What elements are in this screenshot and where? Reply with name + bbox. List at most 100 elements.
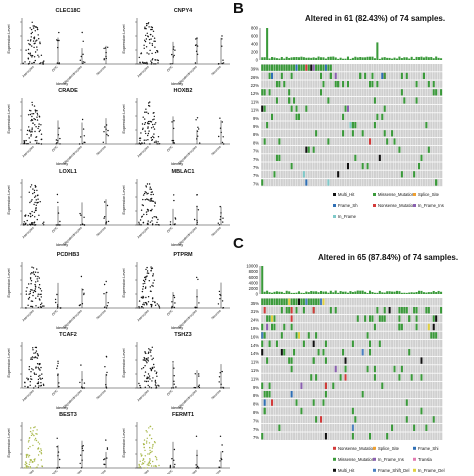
- mutation-cell: [290, 315, 293, 322]
- mutation-cell: [405, 307, 408, 314]
- data-point: [150, 191, 152, 193]
- data-point: [37, 454, 40, 456]
- data-point: [80, 364, 82, 366]
- data-point: [173, 127, 175, 130]
- data-point: [39, 41, 41, 43]
- sample-bar: [266, 28, 269, 60]
- sample-bar: [391, 58, 394, 60]
- mutation-cell: [305, 64, 308, 71]
- sample-bar: [337, 58, 340, 60]
- x-tick-label: Astrocytes: [136, 309, 150, 323]
- mutation-cell: [290, 365, 293, 373]
- data-point: [33, 290, 36, 292]
- x-axis-label: Identity: [171, 406, 183, 410]
- data-point: [222, 59, 224, 61]
- gene-title-clec18c: CLEC18C: [55, 8, 80, 14]
- data-point: [60, 307, 62, 309]
- sample-bar: [317, 56, 320, 60]
- data-point: [154, 304, 157, 306]
- sample-bar: [297, 57, 300, 60]
- data-point: [30, 184, 33, 186]
- data-point: [26, 287, 28, 289]
- data-point: [198, 375, 200, 377]
- data-point: [150, 451, 152, 454]
- mutation-cell: [300, 64, 303, 71]
- data-point: [81, 31, 83, 34]
- data-point: [150, 193, 152, 196]
- data-point: [33, 273, 35, 276]
- data-point: [148, 53, 150, 55]
- data-point: [38, 443, 41, 445]
- data-point: [150, 369, 153, 372]
- mutation-cell: [410, 374, 413, 381]
- data-point: [103, 283, 106, 286]
- data-point: [140, 53, 142, 55]
- y-axis-label: Expression Level: [7, 24, 11, 53]
- data-point: [150, 465, 153, 467]
- mutation-cell: [413, 171, 416, 178]
- data-point: [26, 129, 29, 132]
- data-point: [34, 118, 36, 121]
- data-point: [148, 377, 150, 379]
- data-point: [144, 122, 147, 124]
- data-point: [154, 370, 156, 372]
- data-point: [149, 290, 152, 292]
- data-point: [145, 139, 147, 141]
- sample-bar: [408, 58, 411, 60]
- data-point: [144, 365, 146, 367]
- sample-bar: [285, 56, 288, 60]
- data-point: [155, 140, 157, 142]
- data-point: [149, 188, 151, 190]
- mutation-cell: [427, 146, 430, 153]
- data-point: [138, 56, 140, 59]
- data-point: [79, 462, 81, 465]
- data-point: [35, 467, 37, 469]
- data-point: [31, 358, 33, 360]
- mutation-cell: [373, 97, 376, 104]
- x-tick-label: Neurons: [210, 226, 222, 238]
- data-point: [37, 293, 39, 295]
- mutation-cell: [273, 171, 276, 178]
- data-point: [103, 217, 105, 219]
- data-point: [40, 54, 43, 56]
- data-point: [39, 42, 41, 45]
- data-point: [154, 59, 156, 61]
- data-point: [37, 464, 39, 466]
- data-point: [144, 371, 147, 373]
- sample-bar: [307, 57, 310, 60]
- sample-bar: [320, 57, 323, 60]
- mutation-cell: [400, 307, 403, 314]
- mutation-cell: [383, 105, 386, 112]
- data-point: [32, 369, 34, 371]
- mutation-cell: [275, 81, 278, 88]
- x-tick-label: Astrocytes: [21, 309, 35, 323]
- data-point: [147, 359, 149, 361]
- data-point: [33, 426, 35, 429]
- mutation-cell: [288, 97, 291, 104]
- sample-bar: [422, 292, 425, 294]
- data-point: [145, 191, 147, 194]
- sample-bar: [307, 292, 310, 294]
- data-point: [149, 42, 151, 44]
- data-point: [173, 459, 175, 461]
- data-point: [149, 367, 151, 370]
- mutation-cell: [364, 315, 367, 322]
- sample-bar: [320, 290, 323, 294]
- mutation-cell: [268, 64, 271, 71]
- data-point: [150, 127, 153, 129]
- mutation-cell: [305, 146, 308, 153]
- mutation-cell: [261, 323, 264, 331]
- data-point: [106, 305, 109, 307]
- sample-bar: [324, 58, 327, 60]
- data-point: [27, 63, 30, 65]
- data-point: [144, 130, 146, 132]
- y-axis-label: Expression Level: [7, 185, 11, 214]
- data-point: [27, 454, 29, 456]
- mutation-cell: [342, 130, 345, 137]
- data-point: [154, 40, 156, 42]
- data-point: [146, 61, 148, 64]
- data-point: [83, 292, 85, 294]
- data-point: [197, 209, 200, 211]
- data-point: [25, 465, 27, 467]
- data-point: [37, 275, 39, 278]
